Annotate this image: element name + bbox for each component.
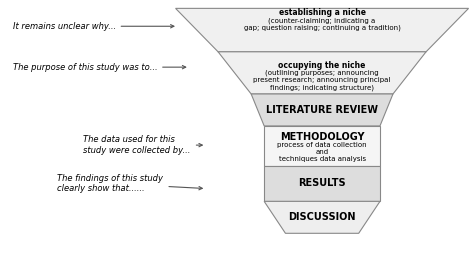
Polygon shape bbox=[251, 94, 393, 126]
Text: process of data collection
and
techniques data analysis: process of data collection and technique… bbox=[277, 142, 367, 162]
Text: The data used for this
study were collected by...: The data used for this study were collec… bbox=[83, 135, 202, 155]
Text: (outlining purposes; announcing
present research; announcing principal
findings;: (outlining purposes; announcing present … bbox=[254, 70, 391, 91]
Text: METHODOLOGY: METHODOLOGY bbox=[280, 132, 365, 142]
Text: occupying the niche: occupying the niche bbox=[278, 61, 366, 70]
Text: It remains unclear why...: It remains unclear why... bbox=[12, 22, 174, 31]
Polygon shape bbox=[218, 52, 426, 94]
Polygon shape bbox=[175, 8, 469, 52]
Text: establishing a niche: establishing a niche bbox=[279, 8, 365, 17]
Text: The findings of this study
clearly show that......: The findings of this study clearly show … bbox=[57, 174, 202, 193]
Polygon shape bbox=[264, 126, 380, 166]
Text: The purpose of this study was to...: The purpose of this study was to... bbox=[12, 63, 186, 72]
Text: (counter-claiming; indicating a
gap; question raising; continuing a tradition): (counter-claiming; indicating a gap; que… bbox=[244, 17, 401, 31]
Polygon shape bbox=[264, 201, 380, 233]
Text: RESULTS: RESULTS bbox=[298, 178, 346, 188]
Text: DISCUSSION: DISCUSSION bbox=[288, 213, 356, 223]
Text: LITERATURE REVIEW: LITERATURE REVIEW bbox=[266, 105, 378, 115]
Polygon shape bbox=[264, 166, 380, 201]
